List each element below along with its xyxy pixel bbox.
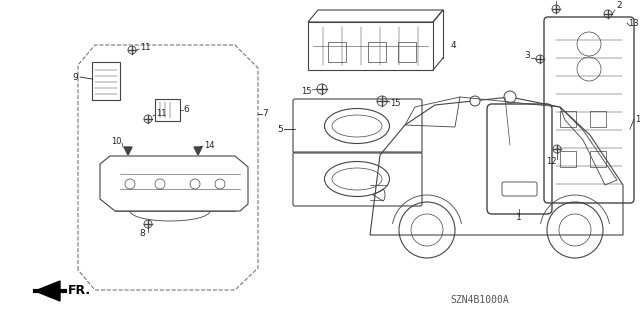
Text: 12: 12 — [539, 0, 549, 2]
Bar — [590, 111, 606, 127]
Bar — [308, 22, 433, 70]
Text: 11: 11 — [140, 43, 150, 53]
Text: 8: 8 — [139, 228, 145, 238]
Text: 15: 15 — [390, 99, 401, 108]
Text: 5: 5 — [277, 124, 283, 133]
Bar — [398, 42, 416, 62]
Bar — [590, 151, 606, 167]
Text: SZN4B1000A: SZN4B1000A — [451, 295, 509, 305]
Bar — [560, 111, 576, 127]
Text: 1: 1 — [516, 212, 522, 221]
Polygon shape — [124, 147, 132, 155]
Circle shape — [504, 91, 516, 103]
Text: FR.: FR. — [68, 285, 91, 298]
Text: 12: 12 — [546, 157, 556, 166]
Polygon shape — [35, 281, 60, 301]
Text: 2: 2 — [616, 2, 621, 11]
Circle shape — [470, 96, 480, 106]
Text: 11: 11 — [156, 108, 166, 117]
Text: 7: 7 — [262, 109, 268, 118]
Polygon shape — [194, 147, 202, 155]
Text: 13: 13 — [628, 19, 639, 27]
Text: 14: 14 — [204, 140, 214, 150]
Text: 3: 3 — [524, 51, 530, 61]
Bar — [368, 42, 386, 62]
Text: 10: 10 — [111, 137, 122, 145]
Text: 13: 13 — [635, 115, 640, 123]
Bar — [92, 62, 120, 100]
Text: 15: 15 — [301, 86, 312, 95]
Bar — [560, 151, 576, 167]
Text: 6: 6 — [183, 106, 189, 115]
Bar — [328, 42, 346, 62]
Text: 4: 4 — [451, 41, 456, 50]
Bar — [155, 99, 180, 121]
Text: 9: 9 — [72, 72, 78, 81]
